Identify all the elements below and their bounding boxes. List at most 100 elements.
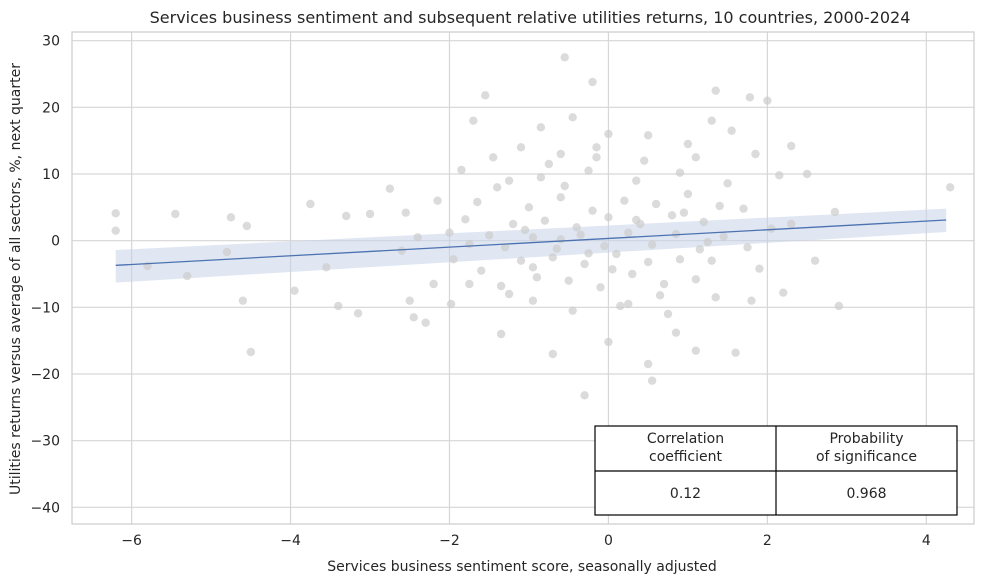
data-point-8 (238, 296, 248, 305)
data-point-106 (461, 215, 470, 224)
gridlines (72, 32, 974, 524)
data-point-10 (290, 286, 299, 295)
plot-frame (71, 31, 975, 525)
data-point-109 (449, 255, 458, 264)
data-point-4 (183, 271, 192, 281)
data-point-79 (715, 201, 724, 211)
data-point-12 (322, 263, 331, 272)
stats-table-header-1-line-0: Probability (829, 431, 903, 447)
data-point-59 (787, 141, 796, 151)
data-point-72 (604, 213, 613, 222)
data-point-110 (413, 233, 422, 242)
x-axis-label: Services business sentiment score, seaso… (327, 559, 717, 575)
data-point-24 (446, 299, 456, 309)
data-point-11 (306, 199, 315, 209)
data-point-102 (695, 245, 705, 254)
data-point-48 (671, 328, 681, 337)
data-point-52 (707, 116, 716, 125)
data-point-36 (556, 149, 565, 159)
data-point-15 (353, 309, 363, 318)
y-tick-label-4: 0 (51, 234, 60, 250)
scatter-points (111, 53, 955, 400)
data-point-124 (739, 204, 748, 213)
stats-table-header-0-line-1: coefficient (649, 449, 722, 465)
data-point-5 (226, 213, 236, 222)
data-point-115 (632, 176, 641, 185)
data-point-107 (477, 266, 486, 275)
y-axis-label: Utilities returns versus average of all … (8, 63, 24, 495)
data-point-101 (671, 229, 681, 239)
data-point-133 (496, 281, 506, 291)
data-point-117 (723, 179, 732, 188)
y-tick-label-0: −40 (30, 500, 60, 516)
data-point-119 (568, 306, 577, 315)
data-point-86 (612, 249, 621, 259)
data-point-90 (675, 255, 685, 264)
chart-title: Services business sentiment and subseque… (150, 8, 911, 27)
data-point-130 (544, 159, 554, 169)
data-point-105 (767, 224, 776, 233)
data-point-20 (409, 313, 418, 322)
x-tick-label-3: 0 (604, 533, 613, 549)
data-point-104 (743, 243, 752, 252)
data-point-32 (516, 143, 526, 152)
data-point-113 (536, 173, 546, 182)
data-point-45 (643, 359, 653, 369)
y-tick-label-7: 30 (42, 34, 60, 50)
data-point-68 (540, 216, 550, 225)
data-point-42 (604, 337, 613, 347)
data-point-120 (616, 301, 625, 311)
data-point-134 (560, 181, 569, 191)
data-point-128 (592, 143, 601, 152)
data-point-55 (747, 296, 756, 305)
data-point-138 (679, 208, 689, 217)
data-point-19 (405, 296, 414, 305)
data-point-116 (675, 168, 685, 177)
x-tick-label-2: −2 (439, 533, 460, 549)
x-tick-label-1: −4 (280, 533, 301, 549)
data-point-81 (532, 273, 542, 282)
stats-table-header-0-line-0: Correlation (647, 431, 724, 447)
data-point-112 (492, 183, 502, 192)
data-point-87 (628, 269, 637, 279)
data-point-1 (111, 226, 120, 235)
data-point-29 (488, 153, 498, 162)
data-point-123 (504, 289, 514, 299)
data-point-103 (719, 232, 728, 241)
data-point-77 (683, 189, 693, 199)
data-point-127 (810, 256, 820, 265)
x-tick-label-4: 2 (763, 533, 772, 549)
data-point-22 (429, 279, 438, 289)
data-point-97 (576, 230, 585, 239)
data-point-44 (624, 299, 633, 309)
data-point-80 (516, 256, 526, 265)
stats-table-header-1-line-1: of significance (816, 449, 917, 465)
data-point-40 (588, 77, 597, 87)
data-point-16 (365, 209, 375, 219)
data-point-76 (667, 211, 677, 220)
data-point-50 (691, 346, 701, 355)
data-point-99 (624, 228, 633, 237)
data-point-94 (500, 243, 510, 252)
data-point-27 (469, 116, 478, 125)
data-point-142 (703, 237, 712, 247)
data-point-95 (528, 233, 538, 242)
data-point-58 (779, 288, 788, 297)
data-point-114 (584, 166, 593, 175)
data-point-89 (659, 279, 669, 289)
y-tick-label-5: 10 (42, 167, 60, 183)
data-point-39 (580, 391, 589, 400)
data-point-6 (242, 221, 252, 231)
data-point-26 (465, 279, 474, 289)
data-point-70 (572, 223, 581, 232)
data-point-31 (504, 176, 514, 185)
data-point-21 (421, 318, 430, 327)
data-point-34 (536, 123, 546, 132)
data-point-69 (556, 193, 565, 202)
y-tick-label-1: −30 (30, 434, 60, 450)
data-point-75 (651, 199, 661, 209)
data-point-35 (548, 349, 558, 359)
data-point-73 (620, 196, 629, 205)
data-point-100 (647, 240, 657, 249)
